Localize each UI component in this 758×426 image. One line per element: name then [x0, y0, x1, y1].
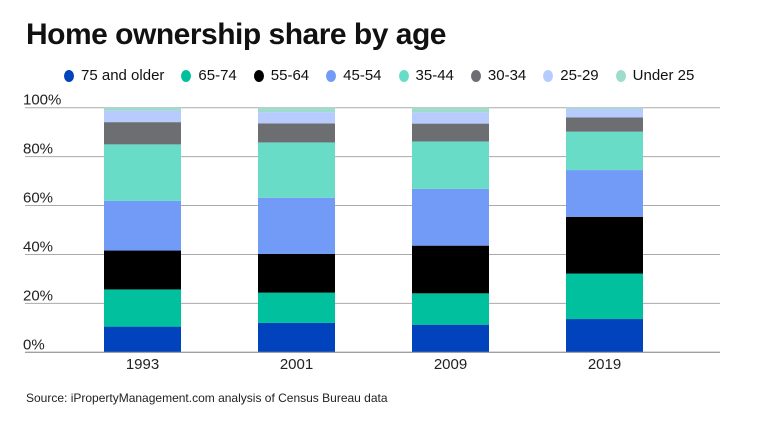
bar-segment-75-and-older-2019: [566, 319, 643, 353]
legend-item: 65-74: [181, 67, 237, 84]
legend-swatch-icon: [253, 69, 264, 82]
bar-segment-under-25-2001: [258, 107, 335, 113]
y-tick-label: 0%: [23, 336, 45, 353]
bar-segment-65-74-2001: [258, 292, 335, 323]
bar-segment-25-29-2009: [412, 112, 489, 124]
y-tick-label: 80%: [23, 141, 53, 158]
legend-label: 75 and older: [81, 67, 165, 84]
x-tick-label: 2019: [588, 356, 621, 373]
legend-item: 25-29: [543, 67, 599, 84]
legend-item: Under 25: [615, 67, 695, 84]
bar-segment-45-54-1993: [104, 200, 181, 251]
legend-item: 35-44: [398, 67, 454, 84]
legend-label: Under 25: [632, 67, 695, 84]
x-tick-label: 2009: [434, 356, 467, 373]
bar-segment-30-34-2009: [412, 123, 489, 142]
legend: 75 and older 65-74 55-64 45-54 35-44 30-34 25-…: [64, 67, 694, 84]
x-tick-label: 2001: [280, 356, 313, 373]
legend-swatch-icon: [543, 69, 554, 82]
bar-segment-65-74-1993: [104, 289, 181, 327]
legend-item: 55-64: [253, 67, 310, 84]
bar-segment-45-54-2009: [412, 188, 489, 246]
legend-swatch-icon: [326, 69, 337, 82]
bar-segment-55-64-2009: [412, 245, 489, 294]
source-note: Source: iPropertyManagement.com analysis…: [26, 391, 388, 405]
bar-segment-75-and-older-1993: [104, 326, 181, 353]
bar-segment-65-74-2019: [566, 273, 643, 320]
y-tick-label: 40%: [23, 238, 53, 255]
bar-segment-75-and-older-2009: [412, 324, 489, 353]
legend-label: 25-29: [560, 67, 599, 84]
bar-segment-35-44-2019: [566, 131, 643, 171]
legend-label: 55-64: [270, 67, 310, 84]
legend-label: 65-74: [198, 67, 237, 84]
legend-swatch-icon: [615, 69, 626, 82]
bar-segment-25-29-1993: [104, 110, 181, 123]
bar-segment-45-54-2019: [566, 170, 643, 217]
y-tick-label: 20%: [23, 287, 53, 304]
legend-item: 30-34: [470, 67, 527, 84]
bar-segment-65-74-2009: [412, 293, 489, 325]
bar-segment-30-34-1993: [104, 122, 181, 145]
chart-title: Home ownership share by age: [26, 18, 446, 51]
bar-segment-55-64-1993: [104, 250, 181, 290]
bar-segment-35-44-1993: [104, 144, 181, 201]
bar-segment-25-29-2019: [566, 108, 643, 118]
bar-segment-45-54-2001: [258, 197, 335, 254]
bar-segment-35-44-2009: [412, 141, 489, 189]
legend-item: 75 and older: [64, 67, 164, 84]
y-tick-label: 100%: [23, 92, 61, 109]
bar-segment-55-64-2001: [258, 253, 335, 293]
legend-label: 30-34: [487, 67, 527, 84]
legend-swatch-icon: [470, 69, 481, 82]
bar-segment-under-25-1993: [104, 107, 181, 111]
bar-segment-75-and-older-2001: [258, 322, 335, 353]
legend-swatch-icon: [181, 69, 192, 82]
bar-segment-55-64-2019: [566, 216, 643, 274]
legend-label: 35-44: [415, 67, 454, 84]
bar-segment-30-34-2001: [258, 123, 335, 143]
bar-segment-35-44-2001: [258, 142, 335, 198]
legend-item: 45-54: [326, 67, 382, 84]
x-tick-label: 1993: [126, 356, 159, 373]
legend-swatch-icon: [64, 69, 74, 82]
bar-segment-30-34-2019: [566, 117, 643, 132]
bar-segment-under-25-2019: [566, 107, 643, 109]
legend-label: 45-54: [343, 67, 382, 84]
bar-segment-25-29-2001: [258, 112, 335, 124]
legend-swatch-icon: [398, 69, 409, 82]
bar-segment-under-25-2009: [412, 107, 489, 113]
y-tick-label: 60%: [23, 190, 53, 207]
